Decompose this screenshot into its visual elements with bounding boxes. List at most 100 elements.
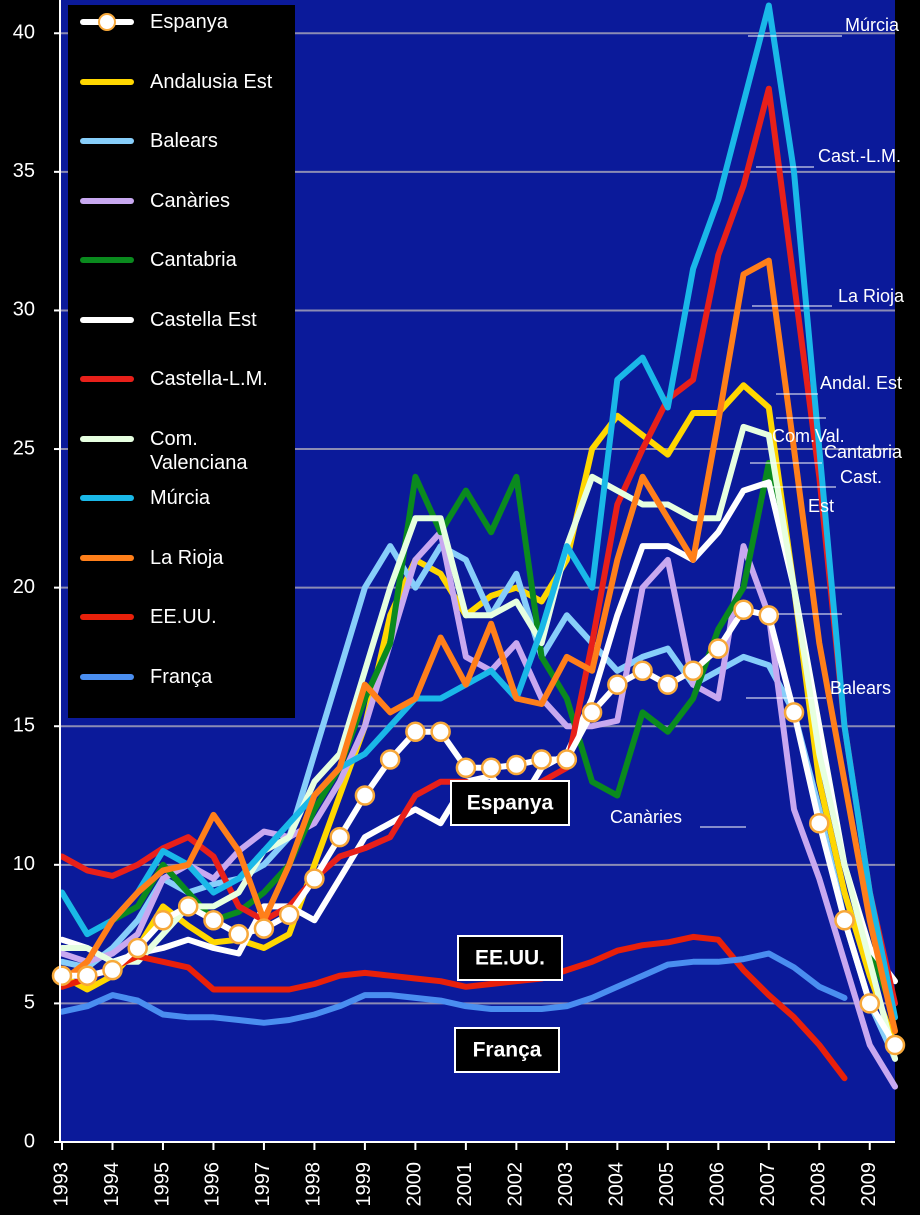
y-tick-label: 40 <box>13 22 35 44</box>
series-line <box>59 423 898 1062</box>
point-marker <box>203 910 224 931</box>
callout-lines <box>700 35 842 828</box>
boxed-label: Espanya <box>467 792 554 815</box>
x-tick-label: 2003 <box>555 1162 577 1207</box>
annotation: Cantabria <box>824 442 903 462</box>
label-box <box>450 780 570 826</box>
x-tick-label: 1993 <box>50 1162 72 1207</box>
series-line <box>59 950 848 1026</box>
x-tick-label: 1995 <box>151 1162 173 1207</box>
point-marker <box>480 757 502 779</box>
legend-swatch <box>80 138 134 144</box>
legend-label: La Rioja <box>150 546 224 569</box>
legend-label: Andalusia Est <box>150 70 273 93</box>
x-tick-label: 1996 <box>202 1162 224 1207</box>
point-marker <box>581 702 603 723</box>
x-tick-label: 2009 <box>858 1162 880 1207</box>
legend-label: Castella-L.M. <box>150 368 268 390</box>
series-line <box>59 606 898 1048</box>
boxed-label: EE.UU. <box>475 947 545 970</box>
point-marker <box>556 749 578 770</box>
point-marker <box>430 721 451 743</box>
x-tick-label: 2000 <box>404 1162 426 1207</box>
point-marker <box>733 599 754 621</box>
legend-item: La Rioja <box>68 546 295 605</box>
point-marker <box>708 638 729 659</box>
point-marker <box>405 721 426 743</box>
x-tick-label: 2004 <box>606 1162 628 1207</box>
annotation: Est <box>808 496 834 516</box>
x-tick-label: 1994 <box>101 1162 123 1207</box>
series-line <box>59 933 848 1082</box>
legend-label: Canàries <box>150 189 231 212</box>
point-marker <box>809 812 830 834</box>
point-marker <box>278 904 300 925</box>
legend-item: Andalusia Est <box>68 70 295 129</box>
axes: 0 5 10 15 20 25 30 35 40 1993 1994 1995 1996 1997 1998… <box>13 0 895 1207</box>
legend-swatch <box>80 316 134 323</box>
legend-swatch <box>80 435 134 442</box>
annotation: Canàries <box>610 807 682 827</box>
x-tick-label: 1998 <box>303 1162 325 1207</box>
point-marker <box>506 754 527 776</box>
legend-label: Cantabria <box>150 249 237 271</box>
series-line <box>59 257 898 1035</box>
legend-label: Múrcia <box>150 487 211 509</box>
legend-item: Múrcia <box>68 486 295 545</box>
boxed-labels: Espanya EE.UU. França <box>450 780 570 1073</box>
annotations: Múrcia Cast.-L.M. La Rioja Andal. Est Co… <box>610 15 905 827</box>
point-marker <box>682 660 704 682</box>
series-line <box>59 529 898 1090</box>
point-marker <box>657 674 679 695</box>
legend: Espanya Andalusia Est Balears Canàries Canta… <box>68 5 295 718</box>
legend-swatch <box>80 554 134 561</box>
legend-item: Espanya <box>68 10 295 69</box>
legend-item: Com. Valenciana <box>68 427 295 486</box>
series-line <box>59 479 898 985</box>
annotation: Múrcia <box>845 15 900 35</box>
annotation: Andal. Est <box>820 373 902 393</box>
annotation: Balears <box>830 678 891 698</box>
legend-item: Castella Est <box>68 308 295 367</box>
x-tick-label: 2008 <box>808 1162 830 1207</box>
point-marker <box>758 605 780 626</box>
legend-label: Balears <box>150 130 218 152</box>
y-tick-label: 20 <box>13 576 35 598</box>
legend-swatch <box>80 673 134 680</box>
legend-item: Canàries <box>68 189 295 248</box>
legend-item: Castella-L.M. <box>68 367 295 426</box>
point-marker <box>455 757 477 779</box>
y-tick-label: 15 <box>13 715 35 737</box>
y-tick-label: 35 <box>13 160 35 182</box>
legend-label: Castella Est <box>150 308 257 331</box>
legend-label: França <box>150 665 213 688</box>
legend-swatch <box>80 376 134 382</box>
legend-swatch <box>80 257 134 263</box>
point-marker <box>102 959 123 981</box>
point-marker <box>783 702 805 723</box>
point-marker <box>354 785 376 806</box>
point-marker <box>859 993 881 1014</box>
x-tick-label: 2002 <box>505 1162 527 1207</box>
x-tick-label: 1999 <box>353 1162 375 1207</box>
x-tick-label: 2006 <box>707 1162 729 1207</box>
series-line <box>59 2 898 1021</box>
label-box <box>454 1027 560 1073</box>
point-marker <box>632 660 653 682</box>
legend-swatch <box>80 78 134 85</box>
point-marker <box>379 749 401 770</box>
legend-label: EE.UU. <box>150 606 217 628</box>
point-marker <box>834 910 855 931</box>
point-marker <box>127 937 148 959</box>
annotation: La Rioja <box>838 286 905 306</box>
x-tick-label: 2005 <box>656 1162 678 1207</box>
legend-item: Cantabria <box>68 248 295 307</box>
legend-item: França <box>68 665 295 724</box>
point-marker <box>884 1034 906 1056</box>
legend-swatch <box>80 197 134 204</box>
boxed-label: França <box>473 1039 542 1062</box>
point-marker <box>51 965 73 986</box>
legend-item: Balears <box>68 129 295 188</box>
